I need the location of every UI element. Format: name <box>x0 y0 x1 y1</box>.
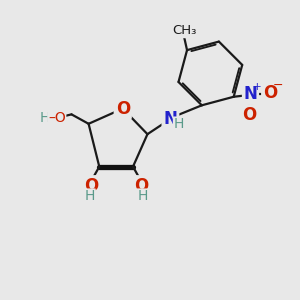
Text: N: N <box>164 110 177 128</box>
Text: +: + <box>253 82 262 92</box>
Text: CH₃: CH₃ <box>172 24 196 37</box>
Text: O: O <box>134 177 148 195</box>
Text: H: H <box>173 117 184 131</box>
Text: H: H <box>40 111 50 125</box>
Text: O: O <box>84 177 98 195</box>
Text: O: O <box>263 84 277 102</box>
Text: O: O <box>116 100 130 118</box>
Text: H: H <box>85 189 95 203</box>
Text: N: N <box>244 85 257 103</box>
Text: –O: –O <box>48 111 66 125</box>
Text: O: O <box>242 106 256 124</box>
Text: H: H <box>137 189 148 203</box>
Text: −: − <box>273 79 283 92</box>
